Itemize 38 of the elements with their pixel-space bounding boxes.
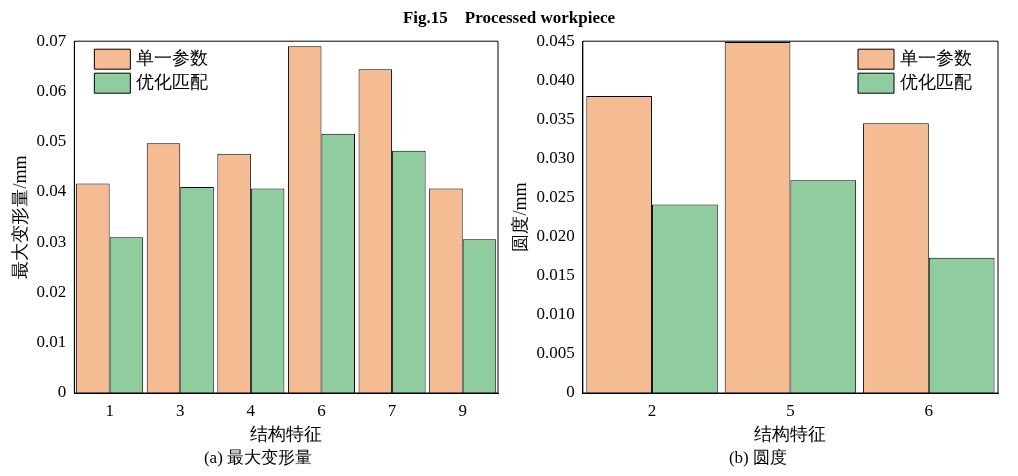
x-tick-label: 4 <box>246 400 256 420</box>
text: (b) 圆度 <box>727 447 789 469</box>
x-axis-title: 结构特征 <box>754 423 827 444</box>
y-tick-label: 0.07 <box>36 30 67 50</box>
x-tick-label: 2 <box>647 400 657 420</box>
legend-label: 单一参数 <box>136 47 209 68</box>
chart-title: Fig.15 Processed workpiece <box>401 8 617 28</box>
y-tick-label: 0.02 <box>36 281 67 301</box>
legend-label: 优化匹配 <box>900 71 972 92</box>
y-tick-label: 0.030 <box>536 147 575 167</box>
y-tick-label: 0.040 <box>536 69 575 89</box>
y-tick-label: 0.03 <box>36 231 67 251</box>
y-tick-label: 0 <box>566 382 575 402</box>
text: (a) 最大变形量 <box>202 447 314 469</box>
y-tick-label: 0 <box>57 382 67 402</box>
x-tick-label: 7 <box>387 400 397 420</box>
y-tick-label: 0.01 <box>36 332 67 352</box>
y-tick-label: 0.025 <box>536 187 575 207</box>
legend-label: 优化匹配 <box>136 71 209 92</box>
y-tick-label: 0.010 <box>536 304 575 324</box>
y-tick-label: 0.05 <box>36 131 67 151</box>
y-tick-label: 0.04 <box>36 181 67 201</box>
legend-label: 单一参数 <box>900 47 972 68</box>
x-tick-label: 6 <box>924 400 934 420</box>
x-tick-label: 5 <box>786 400 795 420</box>
x-tick-label: 3 <box>176 400 185 420</box>
x-tick-label: 6 <box>317 400 326 420</box>
y-axis-title: 圆度/mm <box>509 182 530 252</box>
y-tick-label: 0.015 <box>536 265 575 285</box>
y-tick-label: 0.020 <box>536 226 575 246</box>
y-tick-label: 0.045 <box>536 30 575 50</box>
x-tick-label: 1 <box>105 400 114 420</box>
y-tick-label: 0.035 <box>536 108 575 128</box>
y-tick-label: 0.06 <box>36 80 67 100</box>
x-tick-label: 9 <box>458 400 467 420</box>
x-axis-title: 结构特征 <box>250 423 323 444</box>
y-tick-label: 0.005 <box>536 343 575 363</box>
y-axis-title: 最大变形量/mm <box>9 155 30 279</box>
